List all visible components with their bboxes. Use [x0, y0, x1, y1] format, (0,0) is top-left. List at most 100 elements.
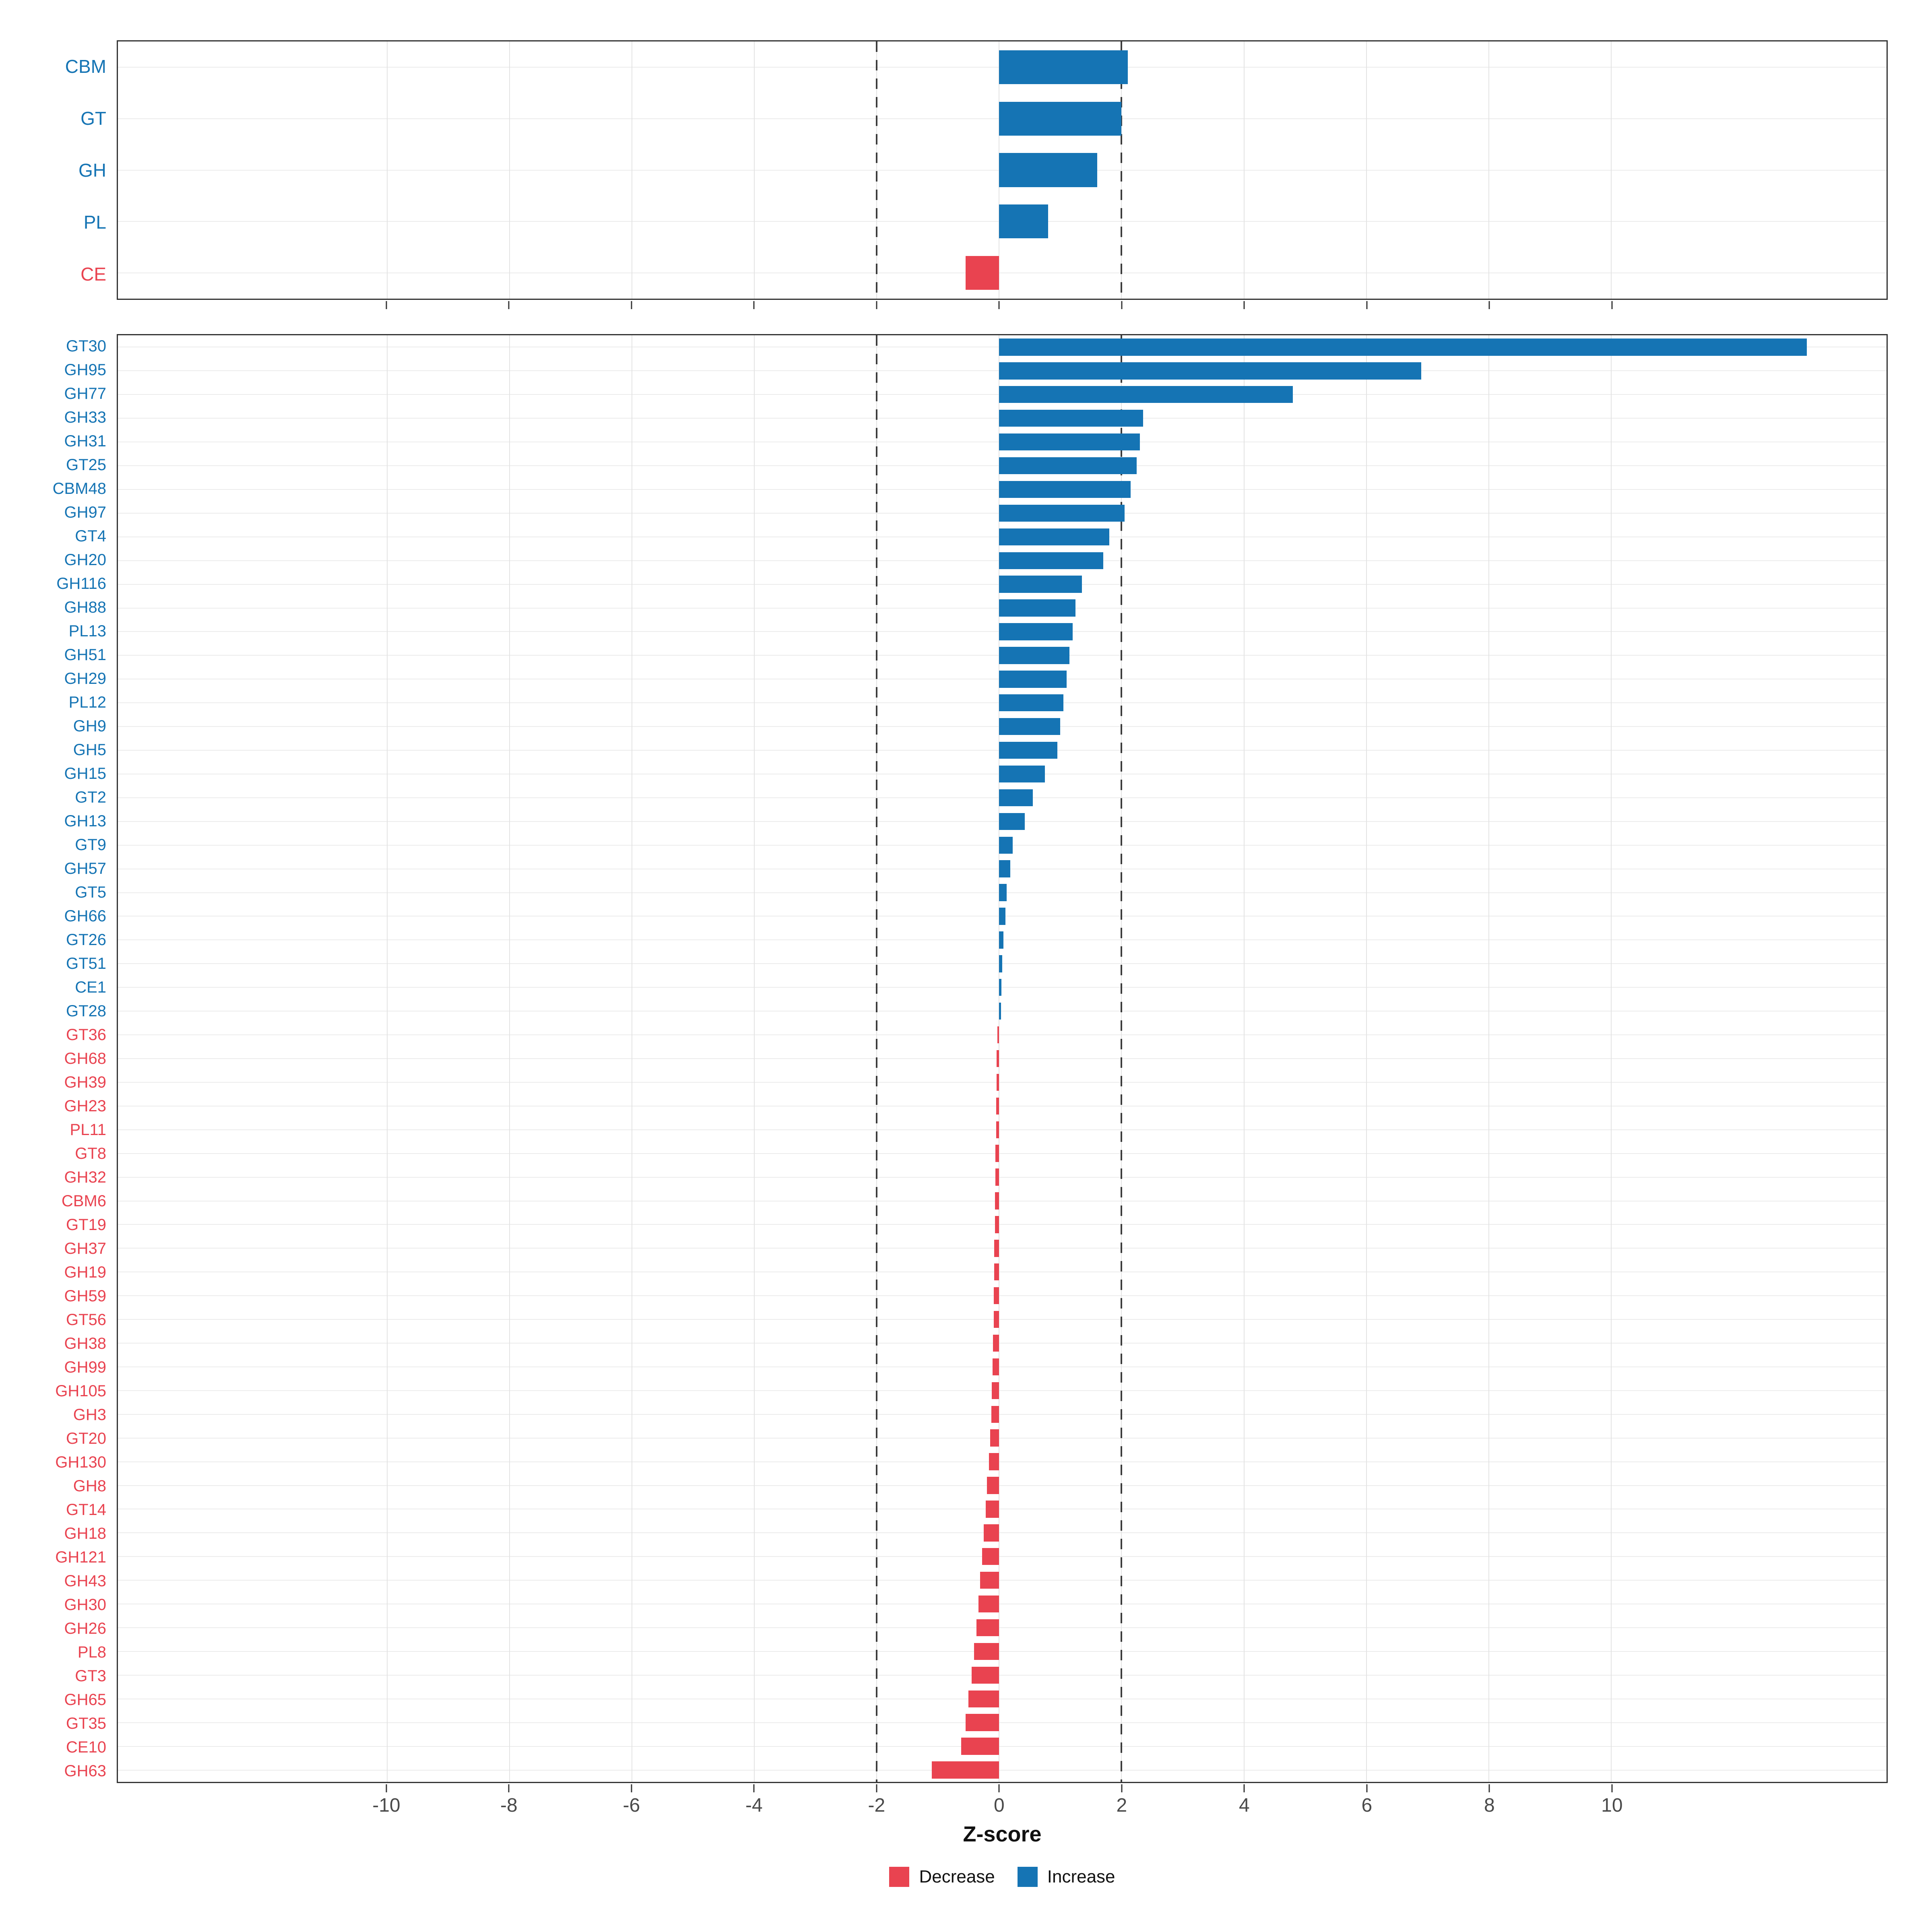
- gridline-vertical: [1366, 41, 1367, 299]
- family-label: PL: [83, 211, 106, 233]
- subfamily-label: GH65: [64, 1691, 107, 1709]
- x-axis-ticks-families: [117, 301, 1888, 310]
- gridline-horizontal: [118, 1295, 1887, 1296]
- bar-gh: [999, 153, 1097, 187]
- bar-pl: [999, 204, 1049, 239]
- gridline-horizontal: [118, 1746, 1887, 1747]
- bar-gt20: [990, 1429, 999, 1447]
- x-tick-mark: [998, 1784, 1000, 1792]
- subfamily-label: CBM48: [52, 479, 106, 497]
- subfamily-label: GH18: [64, 1525, 107, 1543]
- subfamily-label: GT56: [66, 1311, 106, 1329]
- bar-gh105: [992, 1382, 999, 1399]
- bar-gh130: [989, 1453, 999, 1470]
- subfamily-label: GT19: [66, 1216, 106, 1234]
- x-tick-mark: [1611, 301, 1613, 309]
- bar-gh23: [996, 1097, 999, 1115]
- gridline-horizontal: [118, 1319, 1887, 1320]
- subfamily-label: GH37: [64, 1240, 107, 1258]
- bar-gh39: [997, 1073, 999, 1091]
- subfamily-label: GT28: [66, 1002, 106, 1020]
- x-tick-mark: [1488, 1784, 1490, 1792]
- gridline-horizontal: [118, 1485, 1887, 1486]
- bar-pl11: [996, 1121, 999, 1138]
- family-label: CE: [80, 263, 106, 285]
- subfamily-label: GH116: [56, 574, 106, 592]
- bar-gt8: [995, 1145, 999, 1162]
- subfamily-label: GH68: [64, 1050, 107, 1067]
- bar-gh3: [991, 1406, 999, 1423]
- subfamily-label: CE10: [66, 1738, 106, 1757]
- gridline-vertical: [386, 41, 388, 299]
- subfamily-label: CBM6: [61, 1192, 106, 1210]
- subfamily-label: GH59: [64, 1287, 107, 1305]
- panel-families: [117, 40, 1888, 300]
- gridline-vertical: [1610, 335, 1612, 1782]
- bar-gh65: [968, 1690, 999, 1707]
- gridline-horizontal: [118, 1769, 1887, 1771]
- gridline-horizontal: [118, 1532, 1887, 1534]
- bar-gh43: [980, 1571, 999, 1589]
- gridline-horizontal: [118, 1153, 1887, 1154]
- legend-item-increase: Increase: [1017, 1867, 1115, 1887]
- bar-gh57: [999, 860, 1010, 877]
- subfamily-label: GH77: [64, 384, 107, 402]
- subfamily-label: GH97: [64, 503, 107, 521]
- bar-pl12: [999, 694, 1064, 712]
- subfamily-label: PL11: [70, 1121, 106, 1139]
- bar-ce: [965, 256, 999, 290]
- x-tick-mark: [508, 1784, 510, 1792]
- bar-gh29: [999, 671, 1067, 688]
- bar-gh95: [999, 362, 1422, 380]
- bar-gt5: [999, 884, 1007, 901]
- bar-ce10: [961, 1738, 999, 1755]
- gridline-horizontal: [118, 1271, 1887, 1273]
- legend-swatch-decrease: [889, 1867, 910, 1887]
- subfamily-label: GH29: [64, 669, 107, 687]
- gridline-horizontal: [118, 1343, 1887, 1344]
- bar-gh32: [995, 1168, 999, 1186]
- bar-gt19: [995, 1216, 999, 1233]
- bar-gh31: [999, 433, 1140, 451]
- bar-gt56: [993, 1311, 999, 1328]
- subfamily-label: GT14: [66, 1501, 106, 1519]
- gridline-horizontal: [118, 1651, 1887, 1652]
- bar-gh77: [999, 386, 1293, 403]
- x-tick-mark: [386, 301, 387, 309]
- gridline-horizontal: [118, 1437, 1887, 1439]
- gridline-horizontal: [118, 1461, 1887, 1462]
- bar-pl13: [999, 623, 1073, 640]
- subfamily-label: PL8: [77, 1643, 106, 1662]
- gridline-vertical: [386, 335, 388, 1782]
- subfamily-label: GH9: [73, 717, 106, 735]
- gridline-vertical: [1488, 41, 1489, 299]
- gridline-horizontal: [118, 1580, 1887, 1581]
- bar-gh51: [999, 647, 1070, 664]
- bar-gh97: [999, 504, 1125, 522]
- subfamily-label: GH130: [55, 1453, 106, 1472]
- threshold-line: [876, 335, 878, 1782]
- x-tick-mark: [1121, 301, 1123, 309]
- bar-gt51: [999, 955, 1002, 972]
- gridline-horizontal: [118, 1366, 1887, 1367]
- subfamily-label: GH39: [64, 1073, 107, 1092]
- gridline-horizontal: [118, 1058, 1887, 1059]
- legend-item-decrease: Decrease: [889, 1867, 995, 1887]
- x-tick-label: 2: [1116, 1795, 1127, 1816]
- bar-gh18: [984, 1524, 999, 1542]
- subfamily-label: GH5: [73, 741, 106, 759]
- subfamily-label: GH19: [64, 1263, 107, 1282]
- bar-gh8: [987, 1477, 999, 1494]
- subfamily-label: GH57: [64, 859, 107, 877]
- subfamily-label: GH30: [64, 1596, 107, 1614]
- gridline-horizontal: [118, 1414, 1887, 1415]
- x-tick-mark: [876, 301, 877, 309]
- threshold-line: [876, 41, 878, 299]
- gridline-vertical: [1243, 41, 1245, 299]
- x-tick-label: 0: [994, 1795, 1005, 1816]
- x-tick-label: -2: [868, 1795, 886, 1816]
- bar-gt36: [997, 1026, 999, 1044]
- bar-gh116: [999, 576, 1082, 593]
- x-tick-mark: [1243, 1784, 1245, 1792]
